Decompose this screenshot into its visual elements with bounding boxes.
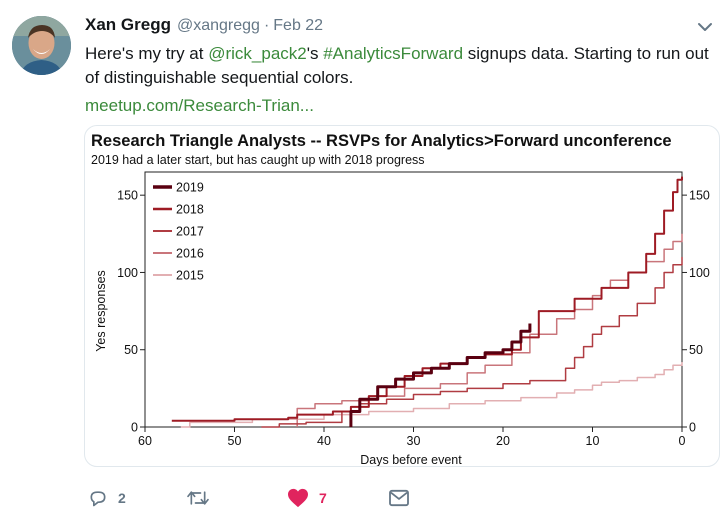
legend-label-2016: 2016 — [176, 247, 204, 261]
y-tick-label: 0 — [131, 421, 138, 435]
x-tick-label: 10 — [586, 434, 600, 448]
tweet-text-part: Here's my try at — [85, 44, 209, 63]
chevron-down-icon[interactable] — [697, 20, 713, 32]
x-tick-label: 0 — [679, 434, 686, 448]
chart-series — [171, 176, 683, 428]
series-line-2019 — [349, 323, 532, 427]
y-tick-label-right: 50 — [689, 343, 703, 357]
legend-label-2015: 2015 — [176, 269, 204, 283]
separator: · — [263, 17, 270, 34]
tweet-actions: 2 7 — [0, 484, 727, 512]
mention-link[interactable]: @rick_pack2 — [208, 44, 307, 63]
rsvp-line-chart: Research Triangle Analysts -- RSVPs for … — [91, 132, 710, 467]
reply-button[interactable]: 2 — [88, 484, 126, 512]
series-line-2018 — [171, 176, 683, 422]
y-tick-label: 150 — [117, 189, 138, 203]
reply-count: 2 — [118, 490, 126, 506]
x-tick-label: 40 — [317, 434, 331, 448]
legend-label-2018: 2018 — [176, 203, 204, 217]
retweet-icon — [187, 491, 209, 505]
tweet-text-part: 's — [306, 44, 324, 63]
display-name[interactable]: Xan Gregg — [85, 15, 171, 34]
hashtag-link[interactable]: #AnalyticsForward — [323, 44, 464, 63]
x-axis-label: Days before event — [360, 453, 462, 467]
y-tick-label-right: 150 — [689, 189, 710, 203]
heart-icon — [288, 488, 308, 508]
y-tick-label-right: 0 — [689, 421, 696, 435]
chart-legend: 2019 2018 2017 2016 2015 — [153, 181, 204, 283]
x-tick-label: 30 — [407, 434, 421, 448]
like-count: 7 — [319, 490, 327, 506]
reply-icon — [90, 491, 106, 507]
x-tick-label: 60 — [138, 434, 152, 448]
envelope-icon — [389, 489, 409, 507]
y-tick-label: 100 — [117, 266, 138, 280]
chart-subtitle: 2019 had a later start, but has caught u… — [91, 153, 425, 167]
media-card[interactable]: Research Triangle Analysts -- RSVPs for … — [84, 125, 720, 467]
y-tick-label: 50 — [124, 343, 138, 357]
tweet-text-part: signups data. Starting to run out of dis… — [85, 44, 709, 87]
like-button[interactable]: 7 — [287, 484, 327, 512]
y-tick-label-right: 100 — [689, 266, 710, 280]
chart-title: Research Triangle Analysts -- RSVPs for … — [91, 132, 672, 150]
tweet-url-link[interactable]: meetup.com/Research-Trian... — [85, 96, 314, 115]
user-handle[interactable]: @xangregg — [176, 17, 260, 34]
series-line-2017 — [261, 257, 683, 428]
y-axis-label: Yes responses — [94, 270, 108, 352]
avatar[interactable] — [12, 16, 71, 75]
x-tick-label: 50 — [228, 434, 242, 448]
tweet-date[interactable]: Feb 22 — [273, 17, 324, 34]
tweet-text: Here's my try at @rick_pack2's #Analytic… — [85, 42, 710, 90]
legend-label-2019: 2019 — [176, 181, 204, 195]
direct-message-button[interactable] — [388, 484, 410, 512]
legend-label-2017: 2017 — [176, 225, 204, 239]
x-tick-label: 20 — [496, 434, 510, 448]
tweet-header: Xan Gregg @xangregg · Feb 22 — [85, 15, 323, 37]
series-line-2016 — [296, 233, 683, 427]
retweet-button[interactable] — [186, 484, 210, 512]
